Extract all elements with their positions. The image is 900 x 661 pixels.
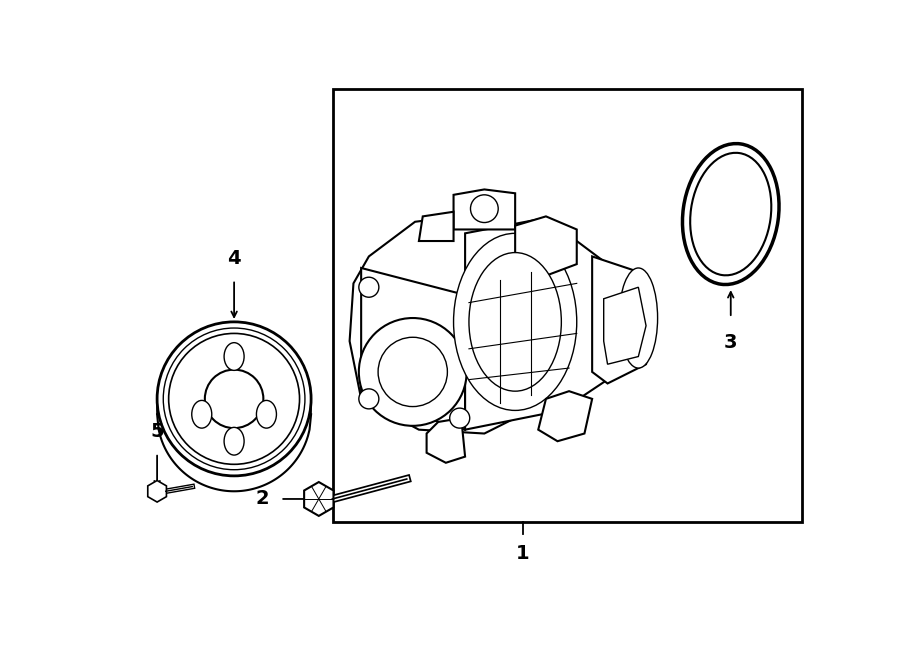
Ellipse shape <box>359 389 379 409</box>
Ellipse shape <box>224 342 244 370</box>
Polygon shape <box>465 218 608 430</box>
Ellipse shape <box>454 233 577 410</box>
Ellipse shape <box>163 328 305 470</box>
Ellipse shape <box>359 277 379 297</box>
Text: 3: 3 <box>724 333 737 352</box>
Ellipse shape <box>192 401 211 428</box>
Bar <box>333 89 803 522</box>
Polygon shape <box>361 268 465 430</box>
Ellipse shape <box>471 195 499 223</box>
Text: 1: 1 <box>516 543 530 563</box>
Ellipse shape <box>690 153 771 276</box>
Polygon shape <box>538 391 592 442</box>
Polygon shape <box>148 481 166 502</box>
Ellipse shape <box>158 322 311 476</box>
Polygon shape <box>418 212 454 241</box>
Ellipse shape <box>619 268 658 368</box>
Polygon shape <box>515 216 577 276</box>
Polygon shape <box>304 482 334 516</box>
Ellipse shape <box>224 428 244 455</box>
Text: 2: 2 <box>255 489 269 508</box>
Polygon shape <box>604 288 646 364</box>
Ellipse shape <box>378 337 447 407</box>
Text: 5: 5 <box>150 422 164 442</box>
Polygon shape <box>427 418 465 463</box>
Polygon shape <box>592 256 653 383</box>
Ellipse shape <box>450 408 470 428</box>
Polygon shape <box>454 190 515 229</box>
Ellipse shape <box>256 401 276 428</box>
Polygon shape <box>349 214 538 434</box>
Ellipse shape <box>168 333 300 464</box>
Ellipse shape <box>205 369 264 428</box>
Text: 4: 4 <box>228 249 241 268</box>
Ellipse shape <box>682 143 779 284</box>
Ellipse shape <box>359 318 466 426</box>
Ellipse shape <box>469 253 562 391</box>
